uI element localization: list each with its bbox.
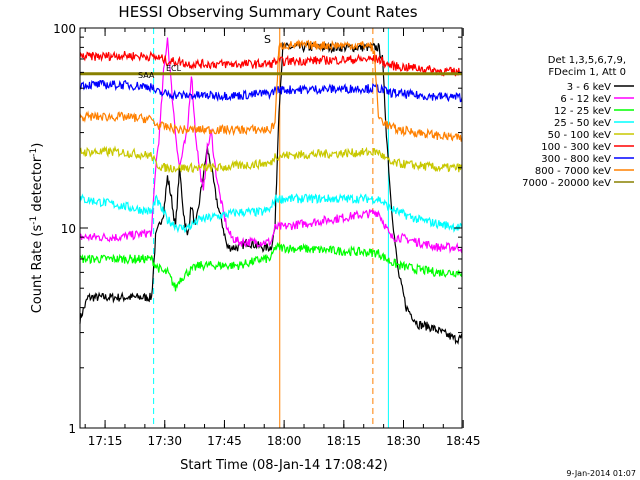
- legend: Det 1,3,5,6,7,9,FDecim 1, Att 0 3 - 6 keV…: [522, 55, 634, 189]
- plot-frame: 1 10 100 17:15 17:30 17:45 18:00 18:15 18:30 18:4…: [53, 22, 480, 448]
- legend-header: FDecim 1, Att 0: [548, 67, 626, 78]
- footer-timestamp: 9-Jan-2014 01:07: [566, 469, 636, 478]
- x-tick-label: 18:00: [267, 434, 302, 448]
- annotation-saa: SAA: [138, 71, 155, 80]
- legend-entry-label: 800 - 7000 keV: [535, 166, 611, 177]
- series-line-6: [79, 79, 463, 103]
- x-tick-label: 18:15: [327, 434, 362, 448]
- y-tick-label: 100: [53, 22, 76, 36]
- series-line-2: [79, 241, 463, 292]
- legend-entry-label: 50 - 100 keV: [548, 130, 612, 141]
- x-tick-label: 18:30: [386, 434, 421, 448]
- x-axis-label: Start Time (08-Jan-14 17:08:42): [180, 458, 388, 473]
- legend-entry-label: 100 - 300 keV: [541, 142, 611, 153]
- series-line-0: [79, 41, 463, 345]
- legend-header: Det 1,3,5,6,7,9,: [548, 55, 626, 66]
- series-line-7: [79, 39, 463, 142]
- legend-entry-label: 300 - 800 keV: [541, 154, 611, 165]
- series-line-5: [79, 50, 462, 77]
- x-tick-label: 17:45: [207, 434, 242, 448]
- legend-entry-label: 3 - 6 keV: [567, 82, 611, 93]
- series-line-3: [79, 192, 463, 234]
- y-tick-label: 10: [61, 222, 76, 236]
- series-line-1: [79, 37, 463, 254]
- x-tick-label: 17:15: [88, 434, 123, 448]
- legend-entry-label: 25 - 50 keV: [554, 118, 611, 129]
- annotation-s: S: [264, 33, 271, 46]
- series-line-4: [79, 145, 463, 174]
- legend-entry-label: 12 - 25 keV: [554, 106, 611, 117]
- legend-entry-label: 7000 - 20000 keV: [522, 178, 611, 189]
- legend-entry-label: 6 - 12 keV: [560, 94, 611, 105]
- y-axis-label: Count Rate (s-1 detector-1): [29, 143, 45, 314]
- plot-border: [79, 27, 463, 429]
- annotation-ecl: ECL: [166, 64, 182, 73]
- chart-title: HESSI Observing Summary Count Rates: [118, 3, 417, 21]
- x-tick-label: 17:30: [147, 434, 182, 448]
- vertical-markers: [153, 28, 463, 428]
- x-tick-label: 18:45: [446, 434, 481, 448]
- y-tick-label: 1: [68, 422, 76, 436]
- series-lines: S SAA ECL: [79, 33, 463, 345]
